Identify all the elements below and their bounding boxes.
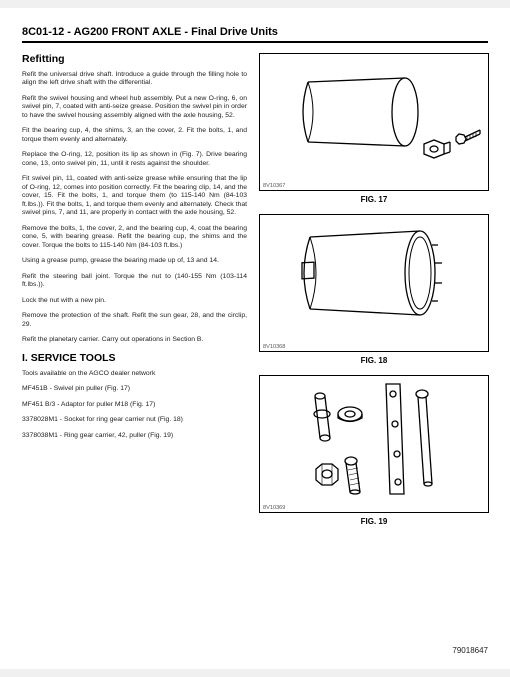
left-column: Refitting Refit the universal drive shaf… xyxy=(22,53,247,536)
para-7: Using a grease pump, grease the bearing … xyxy=(22,257,247,265)
para-3: Fit the bearing cup, 4, the shims, 3, an… xyxy=(22,127,247,144)
figure-18-ref: 8V10368 xyxy=(260,343,488,351)
figure-19-ref: 8V10369 xyxy=(260,504,488,512)
tools-2: MF451B - Swivel pin puller (Fig. 17) xyxy=(22,385,247,393)
para-5: Fit swivel pin, 11, coated with anti-sei… xyxy=(22,175,247,217)
refitting-title: Refitting xyxy=(22,53,247,65)
page-header: 8C01-12 - AG200 FRONT AXLE - Final Drive… xyxy=(22,26,488,43)
para-8: Refit the steering ball joint. Torque th… xyxy=(22,273,247,290)
tools-1: Tools available on the AGCO dealer netwo… xyxy=(22,370,247,378)
figure-17: 8V10367 xyxy=(259,53,489,191)
figure-19-canvas xyxy=(260,376,488,504)
tools-3: MF451 B/3 - Adaptor for puller M18 (Fig.… xyxy=(22,401,247,409)
figure-17-ref: 8V10367 xyxy=(260,182,488,190)
para-9: Lock the nut with a new pin. xyxy=(22,297,247,305)
figure-18-caption: FIG. 18 xyxy=(259,356,489,365)
right-column: 8V10367 FIG. 17 xyxy=(259,53,489,536)
figure-19-caption: FIG. 19 xyxy=(259,517,489,526)
figure-17-caption: FIG. 17 xyxy=(259,195,489,204)
para-4: Replace the O-ring, 12, position its lip… xyxy=(22,151,247,168)
para-6: Remove the bolts, 1, the cover, 2, and t… xyxy=(22,225,247,250)
para-1: Refit the universal drive shaft. Introdu… xyxy=(22,71,247,88)
figure-18-canvas xyxy=(260,215,488,343)
figure-18: 8V10368 xyxy=(259,214,489,352)
content-area: Refitting Refit the universal drive shaf… xyxy=(22,53,488,536)
page: 8C01-12 - AG200 FRONT AXLE - Final Drive… xyxy=(0,8,510,669)
tools-4: 3378028M1 - Socket for ring gear carrier… xyxy=(22,416,247,424)
figure-17-svg xyxy=(260,54,488,182)
figure-18-svg xyxy=(260,215,488,343)
tools-5: 3378038M1 - Ring gear carrier, 42, pulle… xyxy=(22,432,247,440)
service-tools-title: I. SERVICE TOOLS xyxy=(22,352,247,364)
figure-19-svg xyxy=(260,376,488,504)
para-10: Remove the protection of the shaft. Refi… xyxy=(22,312,247,329)
para-2: Refit the swivel housing and wheel hub a… xyxy=(22,95,247,120)
figure-19: 8V10369 xyxy=(259,375,489,513)
footer-id: 79018647 xyxy=(452,646,488,655)
para-11: Refit the planetary carrier. Carry out o… xyxy=(22,336,247,344)
figure-17-canvas xyxy=(260,54,488,182)
